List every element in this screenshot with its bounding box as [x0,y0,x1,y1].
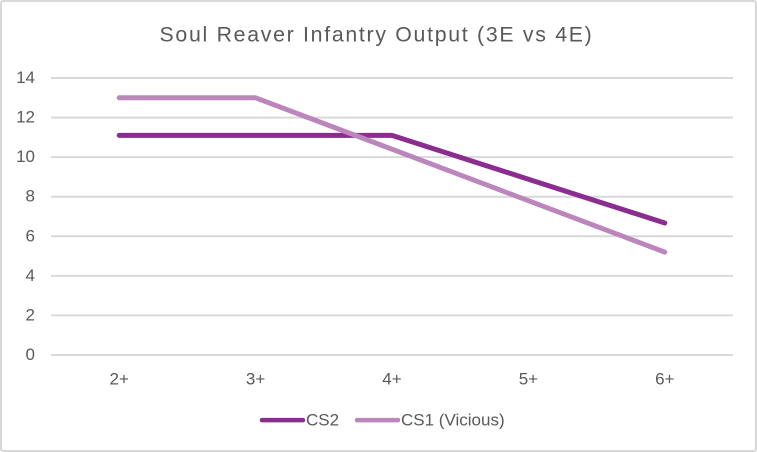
svg-text:4: 4 [26,266,35,285]
svg-text:2+: 2+ [110,370,129,389]
svg-text:5+: 5+ [519,370,538,389]
svg-text:10: 10 [16,147,35,166]
svg-text:12: 12 [16,108,35,127]
svg-text:6: 6 [26,226,35,245]
svg-text:0: 0 [26,345,35,364]
svg-text:CS1 (Vicious): CS1 (Vicious) [401,411,505,430]
svg-text:4+: 4+ [382,370,401,389]
svg-text:14: 14 [16,68,35,87]
svg-text:3+: 3+ [246,370,265,389]
svg-text:8: 8 [26,187,35,206]
svg-text:6+: 6+ [655,370,674,389]
svg-text:Soul Reaver Infantry Output (3: Soul Reaver Infantry Output (3E vs 4E) [160,22,594,46]
svg-text:CS2: CS2 [306,411,339,430]
svg-text:2: 2 [26,305,35,324]
